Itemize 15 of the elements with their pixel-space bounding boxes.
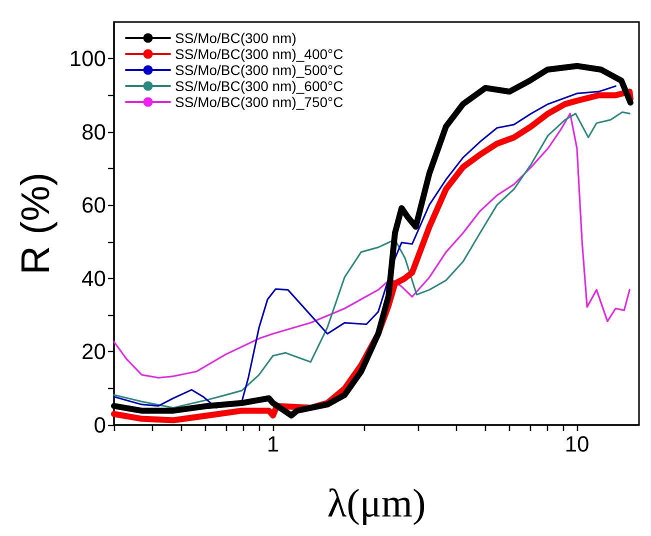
x-tick-label: 10 xyxy=(564,432,590,456)
x-axis-title: λ(μm) xyxy=(327,480,426,526)
legend-label: SS/Mo/BC(300 nm)_600°C xyxy=(175,78,344,94)
y-tick-label: 80 xyxy=(82,119,106,144)
legend-label: SS/Mo/BC(300 nm)_500°C xyxy=(175,62,344,78)
y-tick-label: 40 xyxy=(82,266,106,291)
legend-label: SS/Mo/BC(300 nm)_400°C xyxy=(175,46,344,62)
y-tick-label: 100 xyxy=(69,46,106,72)
y-axis-title: R (%) xyxy=(14,172,58,275)
legend-label: SS/Mo/BC(300 nm)_750°C xyxy=(175,94,344,110)
y-tick-label: 60 xyxy=(82,192,106,218)
y-tick-label: 0 xyxy=(94,412,106,438)
legend-label: SS/Mo/BC(300 nm) xyxy=(175,30,296,46)
y-tick-label: 20 xyxy=(82,339,106,364)
x-tick-label: 1 xyxy=(266,432,280,456)
